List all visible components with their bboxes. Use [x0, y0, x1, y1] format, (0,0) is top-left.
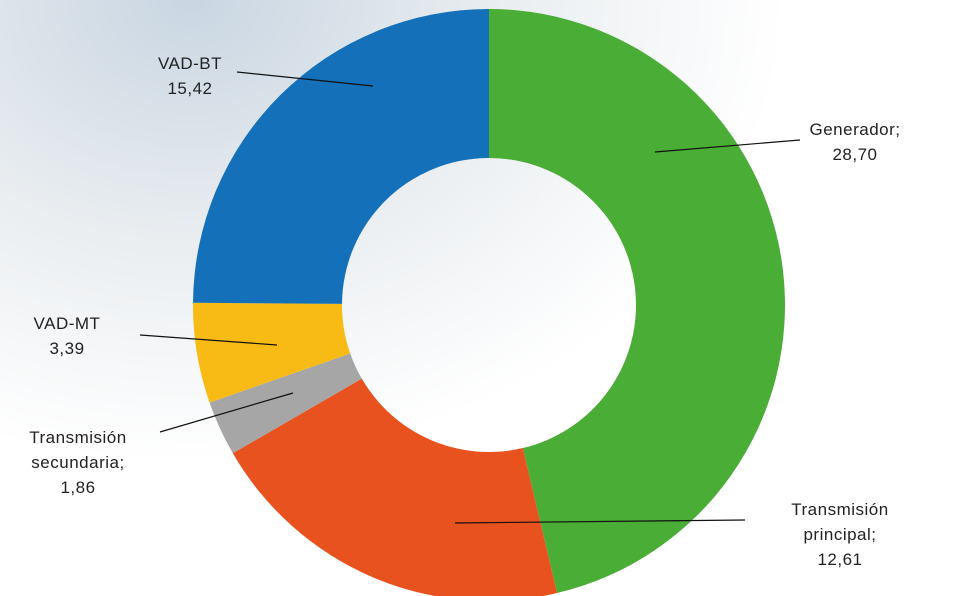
data-label: Transmisión principal; 12,61	[765, 497, 915, 572]
leader-line	[159, 392, 294, 433]
donut-slice	[232, 378, 558, 596]
leader-line	[236, 71, 374, 87]
label-value: 12,61	[817, 550, 863, 569]
donut-slice	[489, 9, 786, 594]
label-name: Transmisión principal;	[791, 500, 889, 544]
donut-slice	[193, 9, 490, 304]
label-name: VAD-BT	[157, 54, 223, 73]
leader-line	[654, 139, 801, 153]
leader-line	[454, 519, 746, 524]
data-label: Generador; 28,70	[780, 117, 930, 167]
data-label: VAD-MT 3,39	[0, 311, 142, 361]
label-name: VAD-MT	[33, 314, 101, 333]
label-value: 3,39	[49, 339, 85, 358]
donut-slice	[193, 302, 351, 403]
label-value: 15,42	[167, 79, 213, 98]
data-label: VAD-BT 15,42	[115, 51, 265, 101]
donut-slice	[209, 353, 362, 454]
label-name: Generador;	[809, 120, 901, 139]
label-value: 28,70	[832, 145, 878, 164]
leader-line	[139, 334, 278, 346]
label-name: Transmisión secundaria;	[29, 428, 127, 472]
data-label: Transmisión secundaria; 1,86	[3, 425, 153, 500]
label-value: 1,86	[60, 478, 96, 497]
